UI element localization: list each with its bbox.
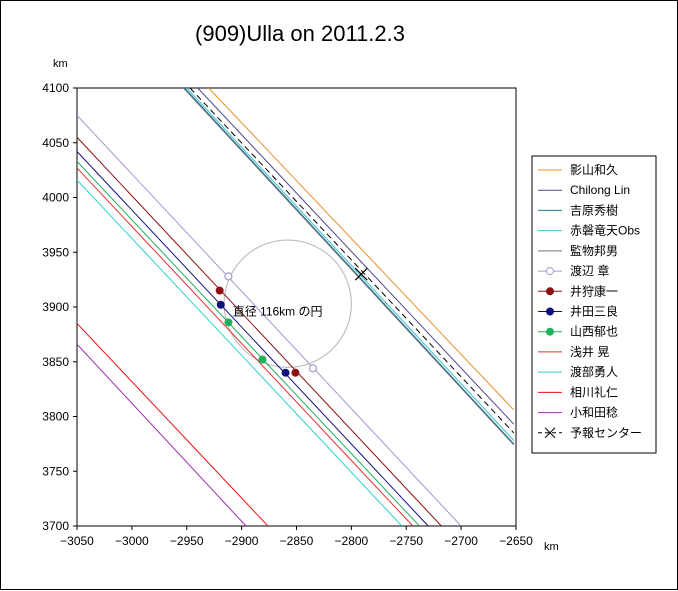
series-point-6 xyxy=(224,272,233,281)
y-tick-label: 4000 xyxy=(42,191,69,205)
legend-label: Chilong Lin xyxy=(570,183,630,197)
legend-label: 吉原秀樹 xyxy=(570,203,618,217)
series-line-4 xyxy=(186,88,515,441)
y-tick-label: 3700 xyxy=(42,519,69,533)
y-tick-label: 3850 xyxy=(42,355,69,369)
y-tick-label: 3900 xyxy=(42,300,69,314)
series-line-8 xyxy=(77,151,429,526)
series-line-2 xyxy=(197,88,515,425)
y-unit-label: km xyxy=(53,58,68,70)
series-line-7 xyxy=(77,136,442,526)
legend-label: 小和田稔 xyxy=(570,406,618,420)
x-tick-label: −2850 xyxy=(280,534,314,548)
legend-marker xyxy=(546,307,554,316)
legend-marker xyxy=(546,267,554,276)
legend-label: 山西郁也 xyxy=(570,324,618,339)
legend-label: 予報センター xyxy=(570,426,642,440)
legend-box xyxy=(531,155,657,454)
circle-label: 直径 116km の円 xyxy=(233,305,323,319)
legend-marker xyxy=(546,287,554,296)
legend-label: 監物邦男 xyxy=(570,243,618,258)
legend-label: 赤磐竜天Obs xyxy=(570,224,640,238)
x-tick-label: −2800 xyxy=(335,534,369,548)
series-point-14 xyxy=(354,267,368,281)
series-line-1 xyxy=(208,88,515,411)
series-line-9 xyxy=(77,161,420,526)
legend-label: 渡辺 章 xyxy=(570,263,609,278)
x-tick-label: −2950 xyxy=(170,534,204,548)
x-unit-label: km xyxy=(544,541,559,553)
legend-marker xyxy=(546,327,554,336)
reference-circle xyxy=(223,239,352,368)
series-line-3 xyxy=(184,88,515,445)
series-line-13 xyxy=(77,343,247,526)
legend-label: 浅井 晃 xyxy=(570,345,609,359)
y-tick-label: 3750 xyxy=(42,464,69,478)
series-point-6 xyxy=(308,364,318,373)
series-point-9 xyxy=(258,355,267,364)
x-tick-label: −2900 xyxy=(225,534,259,548)
series-line-12 xyxy=(77,323,269,526)
x-tick-label: −2750 xyxy=(389,534,423,548)
y-tick-label: 4050 xyxy=(42,136,69,150)
y-tick-label: 4100 xyxy=(42,81,69,95)
legend-label: 相川礼仁 xyxy=(570,384,618,399)
legend-label: 渡部勇人 xyxy=(570,364,618,379)
series-line-14 xyxy=(189,88,515,434)
x-tick-label: −3000 xyxy=(115,534,149,548)
x-tick-label: −2650 xyxy=(499,534,533,548)
series-point-7 xyxy=(215,286,224,295)
series-point-8 xyxy=(281,368,290,377)
series-line-5 xyxy=(183,88,515,446)
legend-label: 井狩康一 xyxy=(570,283,618,298)
series-line-6 xyxy=(77,115,462,526)
y-tick-label: 3950 xyxy=(42,245,69,259)
series-line-11 xyxy=(77,179,403,526)
series-line-10 xyxy=(77,167,414,526)
x-tick-label: −3050 xyxy=(60,534,94,548)
x-tick-label: −2700 xyxy=(444,534,478,548)
series-point-7 xyxy=(291,368,300,377)
chart-title: (909)Ulla on 2011.2.3 xyxy=(195,21,405,46)
series-point-8 xyxy=(216,300,225,309)
legend-marker xyxy=(544,427,556,439)
series-point-9 xyxy=(224,318,233,327)
legend-label: 影山和久 xyxy=(570,163,618,177)
y-tick-label: 3800 xyxy=(42,410,69,424)
plot-content xyxy=(77,88,515,526)
legend-label: 井田三良 xyxy=(570,304,618,319)
